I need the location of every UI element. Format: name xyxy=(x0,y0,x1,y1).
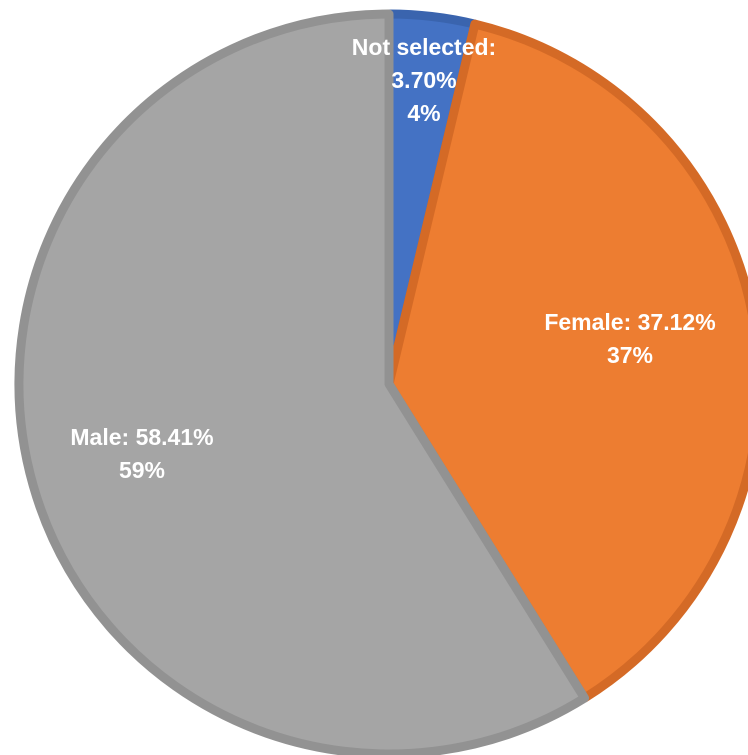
data-label-not-selected-line-3: 4% xyxy=(407,100,440,126)
data-label-not-selected-line-2: 3.70% xyxy=(391,67,456,93)
data-label-male-line-1: Male: 58.41% xyxy=(70,424,213,450)
data-label-not-selected-line-1: Not selected: xyxy=(352,34,496,60)
data-label-female-line-2: 37% xyxy=(607,342,653,368)
data-label-female-line-1: Female: 37.12% xyxy=(544,309,715,335)
data-label-male-line-2: 59% xyxy=(119,457,165,483)
pie-slice-female xyxy=(384,19,748,703)
pie-slice-male xyxy=(14,9,590,755)
